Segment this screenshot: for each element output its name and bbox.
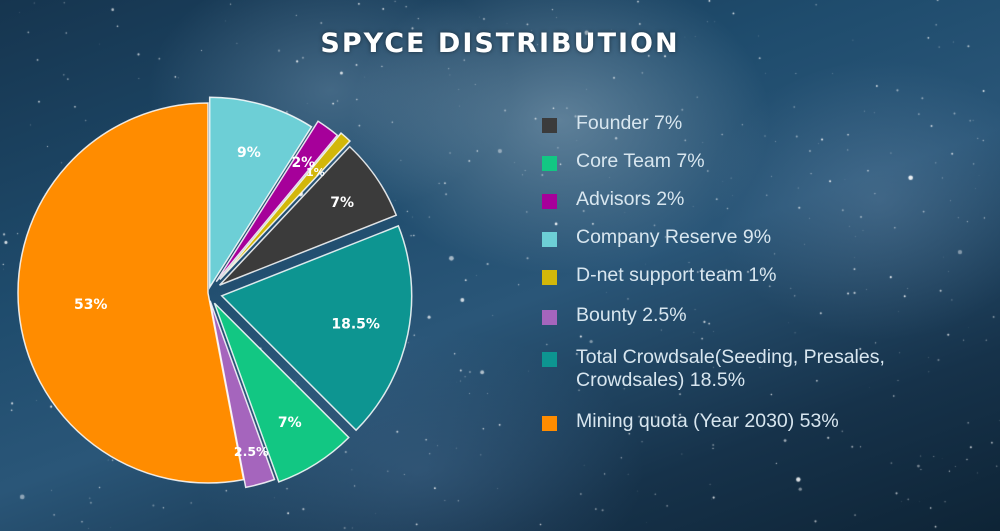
legend-item-company-reserve: Company Reserve 9% [540, 226, 980, 264]
legend-item-bounty: Bounty 2.5% [540, 304, 980, 346]
legend-item-core-team: Core Team 7% [540, 150, 980, 188]
legend-swatch [542, 118, 557, 133]
legend-swatch [542, 310, 557, 325]
pie-slice-bounty [209, 300, 276, 489]
slice-label-bounty: 2.5% [234, 444, 269, 459]
legend-swatch [542, 194, 557, 209]
legend-label: Mining quota (Year 2030) 53% [576, 410, 839, 432]
legend-label: Company Reserve 9% [576, 226, 772, 248]
legend-item-founder: Founder 7% [540, 112, 980, 150]
legend-label: D-net support team 1% [576, 264, 777, 286]
slice-label-total-crowdsale: 18.5% [331, 317, 380, 333]
legend-label: Core Team 7% [576, 150, 705, 172]
slice-label-mining-quota: 53% [74, 297, 108, 313]
pie-slice-advisors [215, 120, 339, 283]
chart-title: SPYCE DISTRIBUTION [320, 28, 680, 59]
slice-label-founder: 7% [330, 195, 354, 211]
legend-swatch [542, 156, 557, 171]
legend-swatch [542, 270, 557, 285]
legend-swatch [542, 232, 557, 247]
legend-label: Bounty 2.5% [576, 304, 687, 326]
legend-item-d-net-support-team: D-net support team 1% [540, 264, 980, 304]
pie-slice-mining-quota [17, 102, 245, 484]
legend-item-advisors: Advisors 2% [540, 188, 980, 226]
legend-item-total-crowdsale: Total Crowdsale(Seeding, Presales, Crowd… [540, 346, 980, 410]
legend-label: Total Crowdsale(Seeding, Presales, Crowd… [576, 346, 885, 391]
pie-slice-founder [219, 145, 398, 286]
pie-slice-total-crowdsale [220, 224, 413, 432]
pie-slice-core-team [213, 302, 350, 483]
slice-label-d-net-support-team: 1% [306, 166, 325, 179]
legend-label: Founder 7% [576, 112, 683, 134]
legend-item-mining-quota: Mining quota (Year 2030) 53% [540, 410, 980, 440]
slice-label-advisors: 2% [291, 155, 315, 171]
pie-slice-d-net-support-team [219, 132, 352, 281]
slice-label-company-reserve: 9% [237, 145, 261, 161]
pie-slice-company-reserve [208, 96, 313, 290]
legend-swatch [542, 416, 557, 431]
slice-label-core-team: 7% [278, 415, 302, 431]
legend-swatch [542, 352, 557, 367]
chart-legend: Founder 7% Core Team 7% Advisors 2% Company… [540, 112, 980, 440]
legend-label: Advisors 2% [576, 188, 685, 210]
